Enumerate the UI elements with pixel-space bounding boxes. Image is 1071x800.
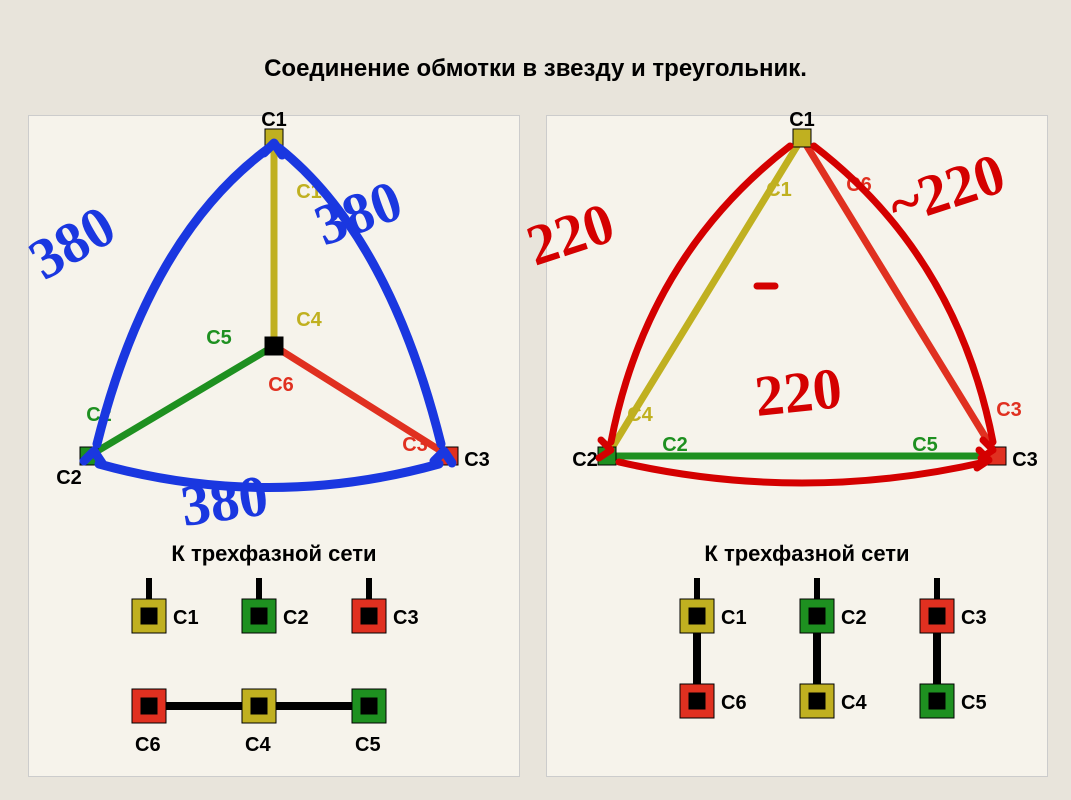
svg-text:220: 220: [752, 355, 845, 429]
svg-text:C4: C4: [841, 692, 867, 714]
svg-text:C3: C3: [1012, 449, 1038, 471]
delta-panel: C1C2C3C1C6C4C2C5C3220~220220К трехфазной…: [546, 115, 1048, 777]
svg-text:C6: C6: [268, 374, 294, 396]
svg-text:К трехфазной сети: К трехфазной сети: [171, 541, 376, 566]
svg-text:380: 380: [18, 192, 126, 292]
svg-text:~220: ~220: [881, 140, 1013, 238]
svg-text:C5: C5: [961, 692, 987, 714]
svg-text:C1: C1: [721, 607, 747, 629]
svg-text:220: 220: [519, 190, 622, 279]
svg-text:C4: C4: [627, 404, 653, 426]
svg-text:C5: C5: [912, 434, 938, 456]
svg-text:C2: C2: [56, 467, 82, 489]
delta-diagram: C1C2C3C1C6C4C2C5C3220~220220К трехфазной…: [547, 116, 1047, 776]
svg-text:C3: C3: [996, 399, 1022, 421]
svg-text:380: 380: [177, 462, 272, 538]
page-title: Соединение обмотки в звезду и треугольни…: [0, 55, 1071, 83]
star-diagram: C1C2C3C1C4C5C2C6C3380380380К трехфазной …: [29, 116, 519, 776]
svg-text:C3: C3: [402, 434, 428, 456]
svg-text:C6: C6: [721, 692, 747, 714]
svg-text:C1: C1: [766, 179, 792, 201]
svg-text:C3: C3: [464, 449, 490, 471]
svg-text:C6: C6: [135, 734, 161, 756]
svg-text:C1: C1: [789, 109, 815, 131]
svg-text:C3: C3: [393, 607, 419, 629]
svg-text:380: 380: [306, 167, 410, 258]
svg-text:C5: C5: [206, 327, 232, 349]
svg-text:C4: C4: [245, 734, 271, 756]
svg-text:C1: C1: [261, 109, 287, 131]
svg-text:C2: C2: [662, 434, 688, 456]
svg-text:C2: C2: [572, 449, 598, 471]
svg-text:К трехфазной сети: К трехфазной сети: [704, 541, 909, 566]
svg-text:C3: C3: [961, 607, 987, 629]
svg-text:C5: C5: [355, 734, 381, 756]
svg-text:C2: C2: [841, 607, 867, 629]
svg-text:C2: C2: [283, 607, 309, 629]
star-panel: C1C2C3C1C4C5C2C6C3380380380К трехфазной …: [28, 115, 520, 777]
svg-text:C4: C4: [296, 309, 322, 331]
svg-text:C1: C1: [173, 607, 199, 629]
